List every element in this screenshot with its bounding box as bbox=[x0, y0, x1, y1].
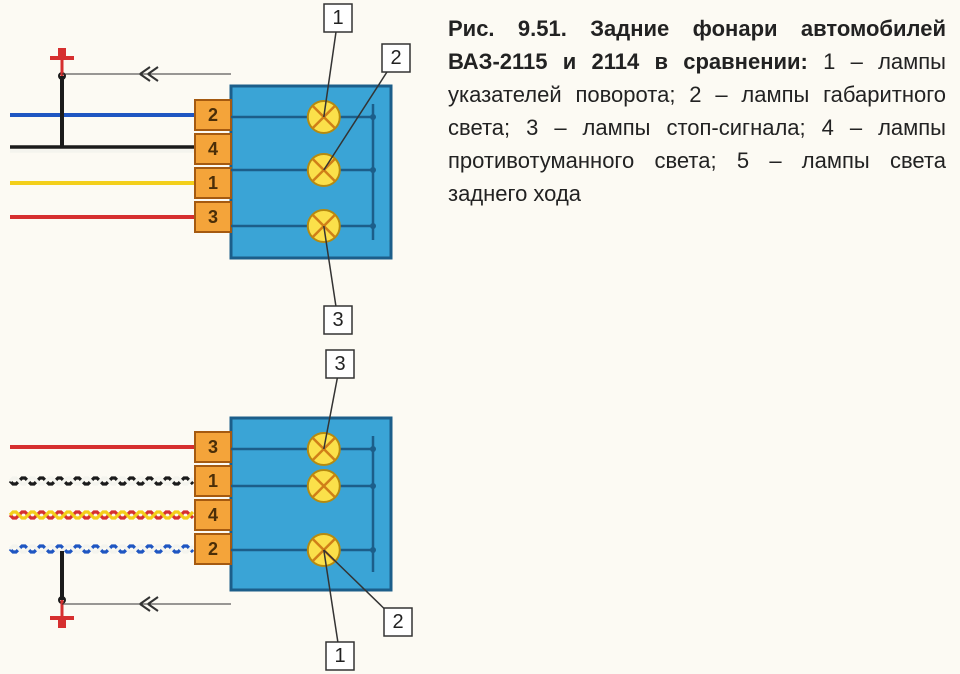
top-connector-diagram: 2 4 1 3 1 2 3 bbox=[10, 4, 410, 334]
svg-text:3: 3 bbox=[332, 309, 343, 331]
svg-text:3: 3 bbox=[208, 207, 218, 227]
svg-text:3: 3 bbox=[334, 353, 345, 375]
svg-text:1: 1 bbox=[334, 645, 345, 667]
svg-text:2: 2 bbox=[392, 611, 403, 633]
svg-text:1: 1 bbox=[208, 173, 218, 193]
bottom-connector-diagram: 3 1 4 2 3 2 1 bbox=[10, 350, 412, 670]
svg-text:2: 2 bbox=[208, 105, 218, 125]
svg-text:3: 3 bbox=[208, 437, 218, 457]
svg-text:2: 2 bbox=[390, 47, 401, 69]
svg-text:2: 2 bbox=[208, 539, 218, 559]
svg-text:1: 1 bbox=[332, 7, 343, 29]
svg-text:4: 4 bbox=[208, 139, 218, 159]
svg-text:4: 4 bbox=[208, 505, 218, 525]
svg-text:1: 1 bbox=[208, 471, 218, 491]
figure-caption: Рис. 9.51. Задние фонари авто­мобилей ВА… bbox=[448, 12, 946, 210]
